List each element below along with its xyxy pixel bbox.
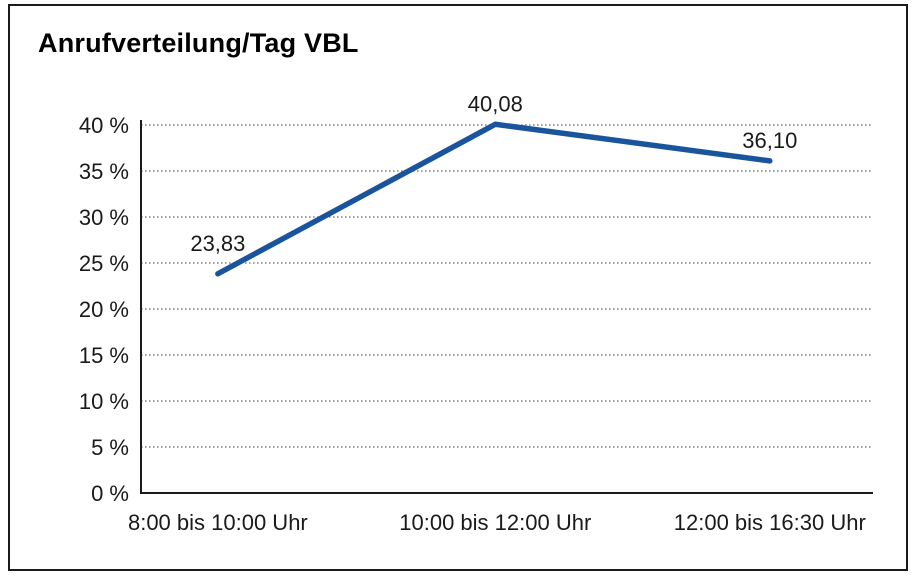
y-axis-tick-label: 35 %: [79, 159, 129, 184]
x-axis-category-label: 10:00 bis 12:00 Uhr: [399, 510, 591, 535]
y-axis-tick-label: 25 %: [79, 251, 129, 276]
y-axis-tick-label: 30 %: [79, 205, 129, 230]
y-axis-tick-label: 20 %: [79, 297, 129, 322]
y-axis-tick-label: 40 %: [79, 113, 129, 138]
x-axis-category-label: 8:00 bis 10:00 Uhr: [128, 510, 308, 535]
data-point-label: 36,10: [742, 128, 797, 153]
y-axis-tick-label: 10 %: [79, 389, 129, 414]
x-axis-category-label: 12:00 bis 16:30 Uhr: [674, 510, 866, 535]
chart-line: [215, 121, 773, 277]
data-point-label: 40,08: [468, 91, 523, 116]
chart-frame: [8, 4, 908, 571]
y-axis-tick-label: 0 %: [91, 481, 129, 506]
y-axis-tick-label: 5 %: [91, 435, 129, 460]
chart-title: Anrufverteilung/Tag VBL: [38, 28, 359, 58]
y-axis-tick-label: 15 %: [79, 343, 129, 368]
data-point-label: 23,83: [190, 231, 245, 256]
